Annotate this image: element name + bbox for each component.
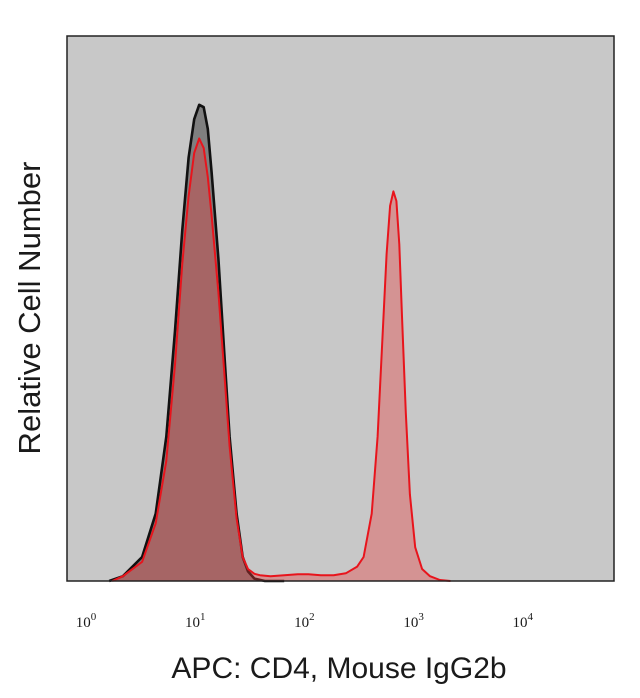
x-tick-base: 10 <box>294 615 309 631</box>
x-tick-base: 10 <box>403 615 418 631</box>
series-fill-black <box>109 104 285 582</box>
x-tick-exponent: 3 <box>418 611 424 623</box>
x-tick-exponent: 0 <box>91 611 97 623</box>
x-tick-labels: 100 101 102 103 104 <box>76 611 534 631</box>
x-tick-label-0: 100 <box>76 611 97 631</box>
x-tick-base: 10 <box>185 615 200 631</box>
x-tick-base: 10 <box>76 615 91 631</box>
x-axis-label: APC: CD4, Mouse IgG2b <box>171 652 506 685</box>
x-tick-exponent: 2 <box>309 611 315 623</box>
x-tick-label-4: 104 <box>513 611 534 631</box>
y-axis-label: Relative Cell Number <box>12 162 47 455</box>
plot-area <box>67 36 614 581</box>
x-tick-label-1: 101 <box>185 611 206 631</box>
series-layer <box>108 103 451 583</box>
series-line-red <box>111 137 451 582</box>
x-tick-exponent: 1 <box>200 611 206 623</box>
x-tick-base: 10 <box>513 615 528 631</box>
x-tick-label-2: 102 <box>294 611 315 631</box>
x-tick-label-3: 103 <box>403 611 424 631</box>
plot-frame <box>66 35 615 582</box>
x-tick-exponent: 4 <box>528 611 534 623</box>
histogram-series-red <box>111 137 451 582</box>
series-fill-red <box>112 138 451 581</box>
